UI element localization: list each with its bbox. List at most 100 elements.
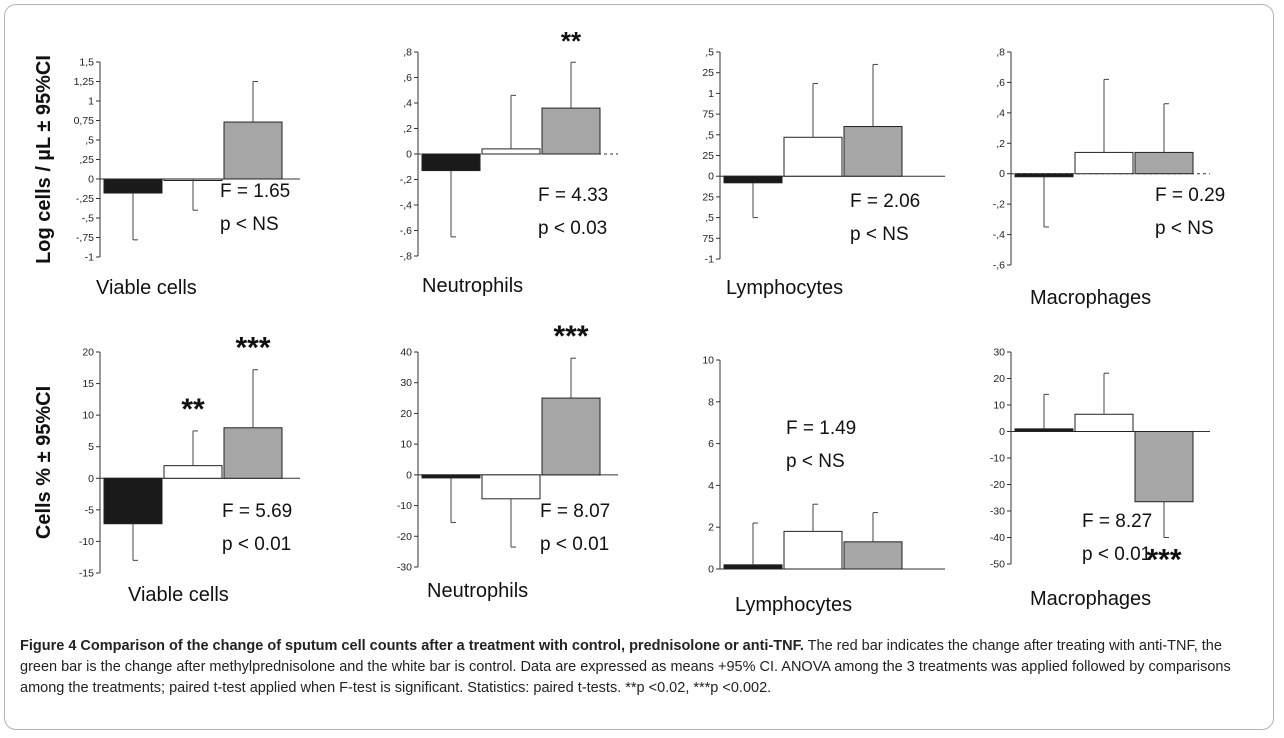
y-tick-label: 15 (82, 378, 94, 390)
y-tick-label: -,2 (993, 199, 1005, 211)
f-statistic: F = 4.33 (538, 185, 608, 206)
y-tick-label: ,8 (403, 47, 412, 59)
bar (481, 474, 541, 500)
bar (223, 121, 283, 180)
y-tick-label: ,4 (403, 98, 412, 110)
y-tick-label: ,5 (705, 129, 714, 141)
y-tick-label: 25 (702, 150, 714, 162)
bar (541, 107, 601, 155)
y-tick-label: 0 (88, 473, 94, 485)
y-tick-label: 75 (702, 233, 714, 245)
y-tick-label: 0,75 (74, 115, 95, 127)
chart-panel: ,5 25 1 75 ,5 25 0 25 ,5 75 -1 F = 2.06 p < NS Lympho… (702, 47, 945, 299)
y-tick-label: 0 (406, 149, 412, 161)
significance-stars: ** (181, 393, 205, 426)
figure-caption: Figure 4 Comparison of the change of spu… (20, 636, 1258, 699)
y-tick-label: -30 (990, 506, 1005, 518)
y-tick-label: 1 (708, 88, 714, 100)
caption-title: Figure 4 Comparison of the change of spu… (20, 638, 804, 654)
y-tick-label: 75 (702, 109, 714, 121)
y-tick-label: ,2 (996, 138, 1005, 150)
y-tick-label: -5 (85, 504, 94, 516)
y-tick-label: 20 (993, 373, 1005, 385)
f-statistic: F = 8.27 (1082, 511, 1152, 532)
p-value: p < NS (786, 451, 845, 472)
y-tick-label: -,2 (400, 174, 412, 186)
panel-title: Viable cells (96, 277, 197, 299)
p-value: p < NS (1155, 218, 1214, 239)
y-tick-label: ,25 (79, 154, 94, 166)
y-tick-label: -,75 (76, 232, 94, 244)
bar (1074, 151, 1134, 175)
bar (723, 175, 783, 184)
y-tick-label: 0 (88, 174, 94, 186)
y-tick-label: -10 (79, 536, 94, 548)
y-tick-label: 1,5 (79, 57, 94, 69)
y-tick-label: 0 (708, 564, 714, 576)
y-tick-label: 40 (400, 347, 412, 359)
y-tick-label: 10 (702, 355, 714, 367)
significance-stars: *** (1146, 544, 1181, 577)
f-statistic: F = 2.06 (850, 191, 920, 212)
y-tick-label: 6 (708, 438, 714, 450)
p-value: p < 0.01 (1082, 544, 1151, 565)
y-tick-label: 1 (88, 96, 94, 108)
bar (103, 477, 163, 525)
y-tick-label: ,6 (996, 77, 1005, 89)
y-tick-label: -30 (397, 562, 412, 574)
y-tick-label: ,5 (705, 212, 714, 224)
y-tick-label: 30 (993, 347, 1005, 359)
y-tick-label: -,4 (400, 200, 412, 212)
y-tick-label: ,4 (996, 107, 1005, 119)
y-tick-label: -10 (990, 453, 1005, 465)
bar (1134, 151, 1194, 175)
y-tick-label: ,2 (403, 123, 412, 135)
y-tick-label: -,8 (400, 251, 412, 263)
y-tick-label: 10 (993, 400, 1005, 412)
y-tick-label: -20 (990, 479, 1005, 491)
panel-title: Macrophages (1030, 287, 1151, 309)
y-tick-label: 0 (999, 168, 1005, 180)
figure-frame (4, 4, 1274, 730)
y-tick-label: 25 (702, 191, 714, 203)
y-tick-label: 30 (400, 377, 412, 389)
y-tick-label: -20 (397, 531, 412, 543)
bar (421, 474, 481, 479)
y-tick-label: -1 (705, 254, 714, 266)
bar (163, 465, 223, 479)
panel-title: Lymphocytes (735, 594, 852, 616)
f-statistic: F = 1.65 (220, 181, 290, 202)
y-tick-label: 2 (708, 522, 714, 534)
bar (541, 397, 601, 476)
y-tick-label: 4 (708, 480, 714, 492)
y-tick-label: -,6 (993, 260, 1005, 272)
y-tick-label: 10 (400, 439, 412, 451)
f-statistic: F = 8.07 (540, 501, 610, 522)
y-tick-label: -10 (397, 500, 412, 512)
bar (103, 178, 163, 194)
y-tick-label: 10 (82, 410, 94, 422)
y-axis-label: Log cells / µL ± 95%CI (33, 55, 55, 264)
bar (481, 148, 541, 155)
chart-panel: 40 30 20 10 0 -10 -20 -30 *** F = 8.07 p < 0.01 Neu… (397, 320, 618, 602)
chart-panel: ,8 ,6 ,4 ,2 0 -,2 -,4 -,6 F = 0.29 p < NS Macropha… (993, 47, 1226, 310)
f-statistic: F = 1.49 (786, 418, 856, 439)
p-value: p < 0.01 (222, 534, 291, 555)
y-tick-label: 25 (702, 67, 714, 79)
p-value: p < NS (850, 224, 909, 245)
chart-panel: 30 20 10 0 -10 -20 -30 -40 -50 *** F = 8.27 p < 0.0… (990, 347, 1210, 610)
y-tick-label: -15 (79, 568, 94, 580)
p-value: p < NS (220, 214, 279, 235)
chart-panel: 10 8 6 4 2 0 F = 1.49 p < NS Lymphocytes (702, 355, 945, 616)
y-tick-label: -,6 (400, 225, 412, 237)
y-tick-label: ,8 (996, 47, 1005, 59)
panel-title: Neutrophils (427, 580, 528, 602)
y-tick-label: -,4 (993, 229, 1005, 241)
bar (783, 530, 843, 570)
chart-panel: ,8 ,6 ,4 ,2 0 -,2 -,4 -,6 -,8 ** F = 4.33 p < 0.03 N… (400, 26, 618, 297)
significance-stars: *** (553, 320, 588, 353)
y-tick-label: 1,25 (74, 76, 95, 88)
p-value: p < 0.03 (538, 218, 607, 239)
